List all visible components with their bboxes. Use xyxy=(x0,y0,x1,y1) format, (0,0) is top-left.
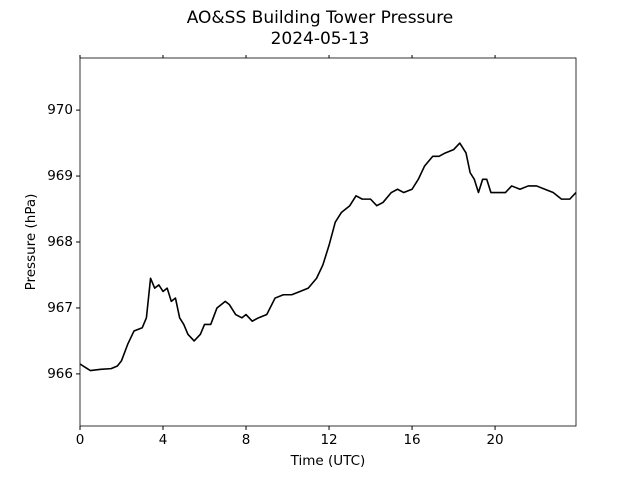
chart-title: AO&SS Building Tower Pressure xyxy=(187,8,454,28)
y-tick-label: 969 xyxy=(47,168,73,184)
x-tick-label: 0 xyxy=(76,432,85,448)
line-series xyxy=(79,142,577,372)
x-axis-label: Time (UTC) xyxy=(290,453,366,469)
chart-subtitle: 2024-05-13 xyxy=(271,29,370,49)
y-axis-label: Pressure (hPa) xyxy=(23,194,39,291)
y-tick-label: 968 xyxy=(47,234,73,250)
y-tick-label: 967 xyxy=(47,300,73,316)
x-tick-label: 4 xyxy=(159,432,168,448)
x-tick-label: 20 xyxy=(486,432,503,448)
x-tick-label: 8 xyxy=(242,432,251,448)
x-tick-label: 16 xyxy=(403,432,420,448)
y-tick-label: 966 xyxy=(47,366,73,382)
x-tick-label: 12 xyxy=(320,432,337,448)
y-tick-label: 970 xyxy=(47,102,73,118)
plot-frame xyxy=(79,57,577,427)
